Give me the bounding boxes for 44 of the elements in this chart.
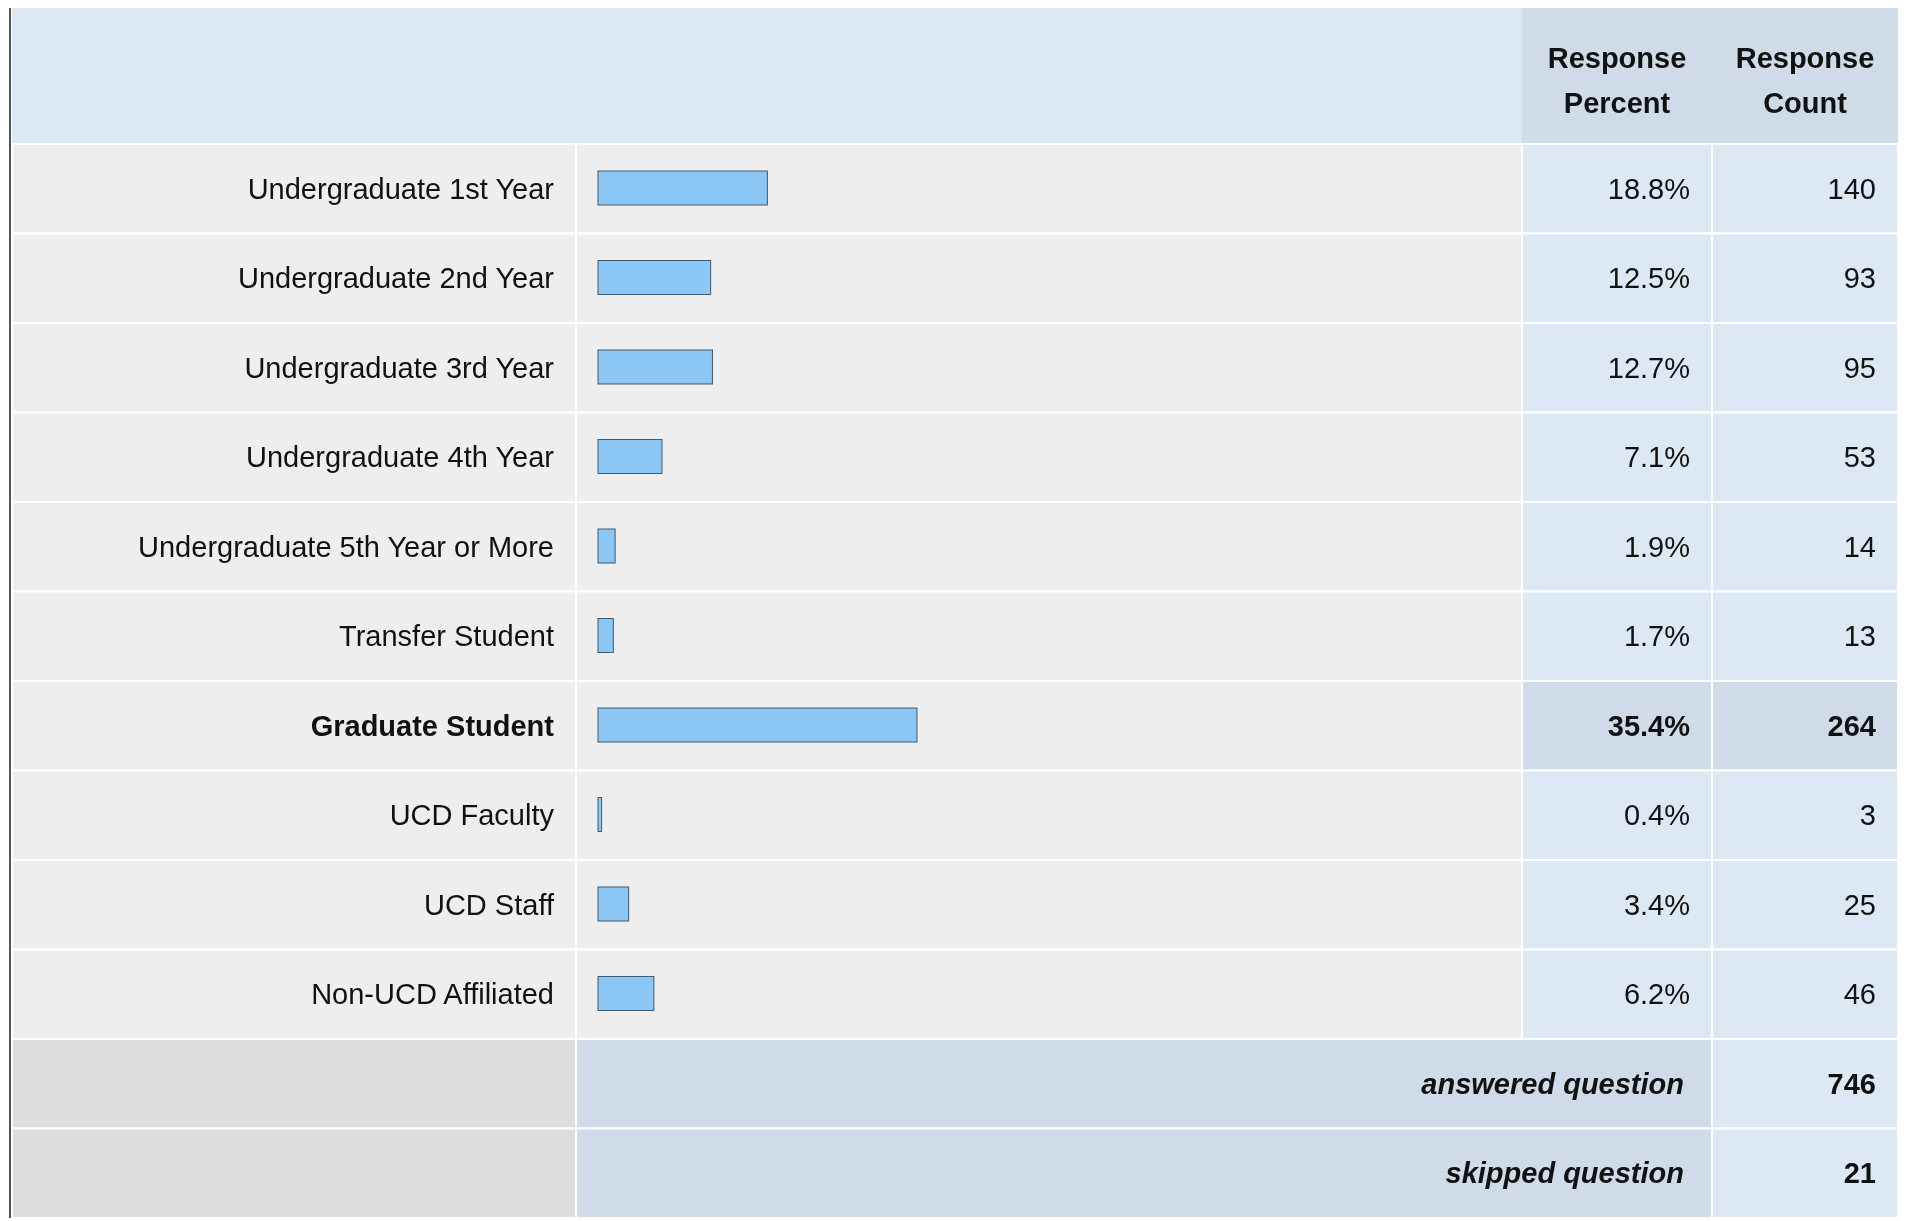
bar [597, 439, 663, 474]
text: 53 [1843, 441, 1876, 474]
y-tick-label: Undergraduate 4th Year [246, 441, 555, 474]
data-label: 12.5% [1607, 262, 1690, 295]
data-label: 1.7% [1623, 620, 1690, 653]
text: 93 [1843, 262, 1876, 295]
text: Response Percent [1547, 42, 1687, 119]
y-tick-label: Graduate Student [310, 709, 555, 742]
text: 13 [1843, 620, 1876, 653]
data-label: 1.9% [1623, 530, 1690, 563]
text: 140 [1827, 172, 1876, 205]
text: 46 [1843, 978, 1876, 1011]
y-tick-label: Transfer Student [339, 620, 554, 653]
bar [597, 528, 616, 564]
bar [597, 707, 918, 743]
text: 3 [1859, 799, 1876, 832]
bar [597, 797, 603, 832]
y-tick-label: Undergraduate 5th Year or More [138, 530, 554, 563]
text: 264 [1827, 709, 1876, 742]
y-tick-label: Undergraduate 2nd Year [237, 262, 555, 295]
text: 25 [1843, 888, 1876, 921]
y-tick-label: UCD Staff [423, 888, 555, 921]
data-label: 7.1% [1623, 441, 1690, 474]
bar [597, 349, 713, 385]
data-label: 0.4% [1623, 799, 1690, 832]
text: Response Count [1735, 42, 1875, 119]
bar [597, 618, 614, 653]
text: 14 [1843, 530, 1876, 563]
bar [597, 260, 712, 295]
data-label: 6.2% [1623, 978, 1690, 1011]
y-tick-label: Undergraduate 3rd Year [244, 351, 555, 384]
text: answered question 746 [1421, 1067, 1876, 1100]
bar [597, 170, 768, 206]
y-tick-label: UCD Faculty [389, 799, 555, 832]
bar [597, 886, 630, 922]
text: skipped question 21 [1445, 1157, 1876, 1190]
data-label: 12.7% [1607, 351, 1690, 384]
data-label: 35.4% [1607, 709, 1691, 742]
bar [597, 976, 655, 1011]
y-tick-label: Non-UCD Affiliated [311, 978, 554, 1011]
text: 95 [1843, 351, 1876, 384]
data-label: 3.4% [1623, 888, 1690, 921]
data-label: 18.8% [1607, 172, 1690, 205]
y-tick-label: Undergraduate 1st Year [247, 172, 555, 205]
